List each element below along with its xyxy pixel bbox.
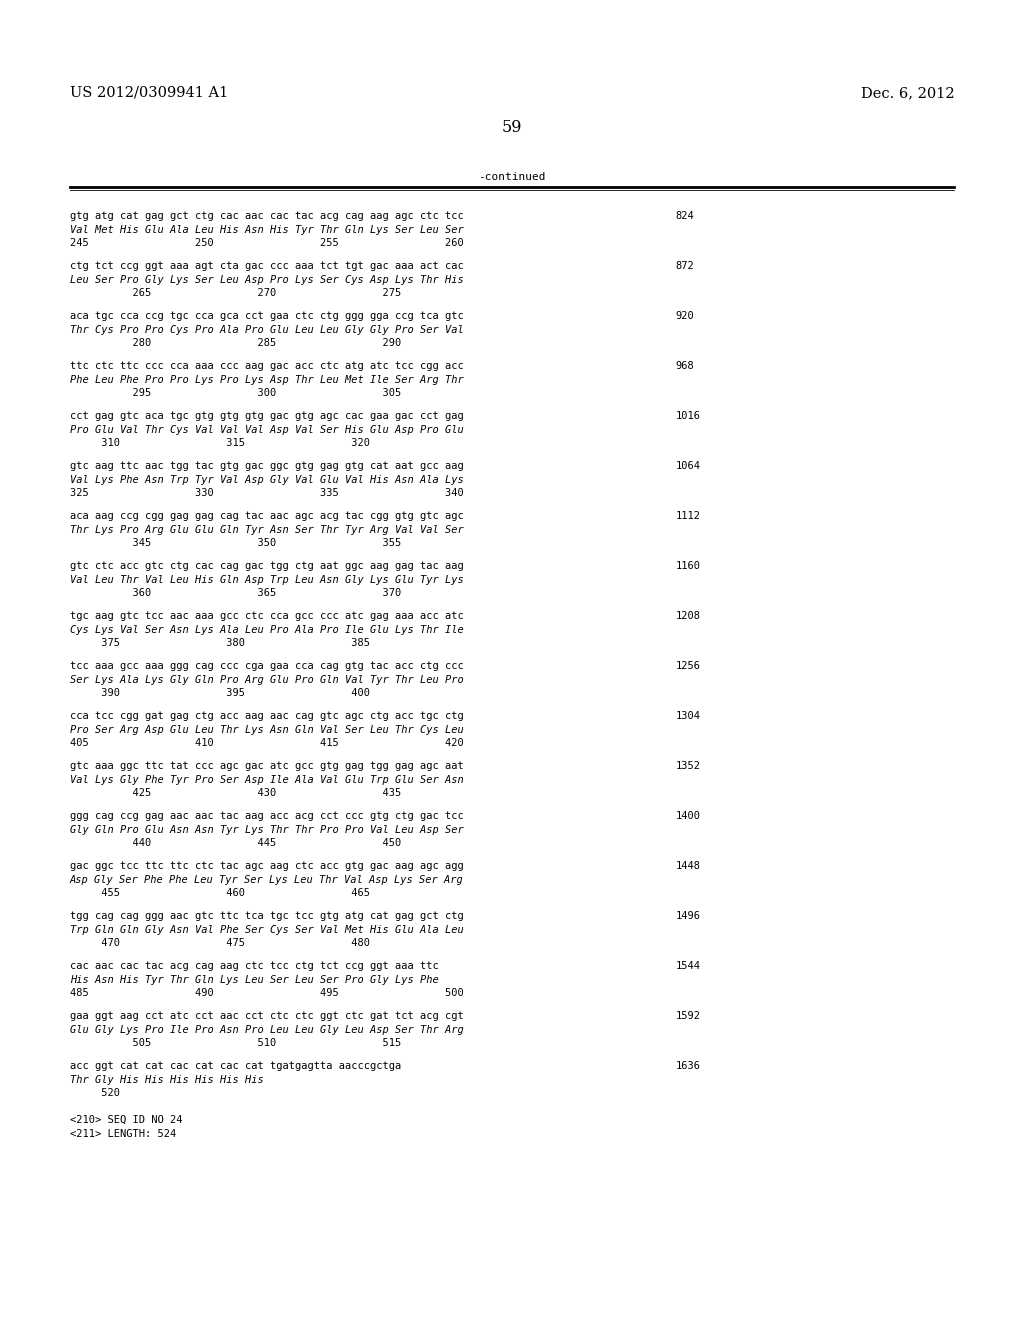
Text: 1400: 1400 xyxy=(676,812,700,821)
Text: <210> SEQ ID NO 24: <210> SEQ ID NO 24 xyxy=(70,1115,182,1125)
Text: 1016: 1016 xyxy=(676,412,700,421)
Text: 390                 395                 400: 390 395 400 xyxy=(70,688,370,698)
Text: Gly Gln Pro Glu Asn Asn Tyr Lys Thr Thr Pro Pro Val Leu Asp Ser: Gly Gln Pro Glu Asn Asn Tyr Lys Thr Thr … xyxy=(70,825,464,834)
Text: tcc aaa gcc aaa ggg cag ccc cga gaa cca cag gtg tac acc ctg ccc: tcc aaa gcc aaa ggg cag ccc cga gaa cca … xyxy=(70,661,464,671)
Text: 520: 520 xyxy=(70,1088,120,1098)
Text: 425                 430                 435: 425 430 435 xyxy=(70,788,400,799)
Text: Pro Ser Arg Asp Glu Leu Thr Lys Asn Gln Val Ser Leu Thr Cys Leu: Pro Ser Arg Asp Glu Leu Thr Lys Asn Gln … xyxy=(70,725,464,735)
Text: Trp Gln Gln Gly Asn Val Phe Ser Cys Ser Val Met His Glu Ala Leu: Trp Gln Gln Gly Asn Val Phe Ser Cys Ser … xyxy=(70,925,464,935)
Text: 1636: 1636 xyxy=(676,1061,700,1072)
Text: 325                 330                 335                 340: 325 330 335 340 xyxy=(70,488,464,498)
Text: 345                 350                 355: 345 350 355 xyxy=(70,539,400,548)
Text: Pro Glu Val Thr Cys Val Val Val Asp Val Ser His Glu Asp Pro Glu: Pro Glu Val Thr Cys Val Val Val Asp Val … xyxy=(70,425,464,434)
Text: gtc aaa ggc ttc tat ccc agc gac atc gcc gtg gag tgg gag agc aat: gtc aaa ggc ttc tat ccc agc gac atc gcc … xyxy=(70,762,464,771)
Text: -continued: -continued xyxy=(478,172,546,182)
Text: Ser Lys Ala Lys Gly Gln Pro Arg Glu Pro Gln Val Tyr Thr Leu Pro: Ser Lys Ala Lys Gly Gln Pro Arg Glu Pro … xyxy=(70,675,464,685)
Text: 1064: 1064 xyxy=(676,461,700,471)
Text: gaa ggt aag cct atc cct aac cct ctc ctc ggt ctc gat tct acg cgt: gaa ggt aag cct atc cct aac cct ctc ctc … xyxy=(70,1011,464,1022)
Text: 505                 510                 515: 505 510 515 xyxy=(70,1039,400,1048)
Text: tgc aag gtc tcc aac aaa gcc ctc cca gcc ccc atc gag aaa acc atc: tgc aag gtc tcc aac aaa gcc ctc cca gcc … xyxy=(70,611,464,622)
Text: ttc ctc ttc ccc cca aaa ccc aag gac acc ctc atg atc tcc cgg acc: ttc ctc ttc ccc cca aaa ccc aag gac acc … xyxy=(70,362,464,371)
Text: 1544: 1544 xyxy=(676,961,700,972)
Text: 824: 824 xyxy=(676,211,694,222)
Text: 455                 460                 465: 455 460 465 xyxy=(70,888,370,898)
Text: 1304: 1304 xyxy=(676,711,700,721)
Text: His Asn His Tyr Thr Gln Lys Leu Ser Leu Ser Pro Gly Lys Phe: His Asn His Tyr Thr Gln Lys Leu Ser Leu … xyxy=(70,974,438,985)
Text: Val Met His Glu Ala Leu His Asn His Tyr Thr Gln Lys Ser Leu Ser: Val Met His Glu Ala Leu His Asn His Tyr … xyxy=(70,224,464,235)
Text: <211> LENGTH: 524: <211> LENGTH: 524 xyxy=(70,1129,176,1139)
Text: 1352: 1352 xyxy=(676,762,700,771)
Text: Leu Ser Pro Gly Lys Ser Leu Asp Pro Lys Ser Cys Asp Lys Thr His: Leu Ser Pro Gly Lys Ser Leu Asp Pro Lys … xyxy=(70,275,464,285)
Text: Thr Lys Pro Arg Glu Glu Gln Tyr Asn Ser Thr Tyr Arg Val Val Ser: Thr Lys Pro Arg Glu Glu Gln Tyr Asn Ser … xyxy=(70,525,464,535)
Text: 375                 380                 385: 375 380 385 xyxy=(70,638,370,648)
Text: ggg cag ccg gag aac aac tac aag acc acg cct ccc gtg ctg gac tcc: ggg cag ccg gag aac aac tac aag acc acg … xyxy=(70,812,464,821)
Text: cac aac cac tac acg cag aag ctc tcc ctg tct ccg ggt aaa ttc: cac aac cac tac acg cag aag ctc tcc ctg … xyxy=(70,961,438,972)
Text: ctg tct ccg ggt aaa agt cta gac ccc aaa tct tgt gac aaa act cac: ctg tct ccg ggt aaa agt cta gac ccc aaa … xyxy=(70,261,464,271)
Text: 295                 300                 305: 295 300 305 xyxy=(70,388,400,399)
Text: Thr Gly His His His His His His: Thr Gly His His His His His His xyxy=(70,1074,263,1085)
Text: gac ggc tcc ttc ttc ctc tac agc aag ctc acc gtg gac aag agc agg: gac ggc tcc ttc ttc ctc tac agc aag ctc … xyxy=(70,861,464,871)
Text: tgg cag cag ggg aac gtc ttc tca tgc tcc gtg atg cat gag gct ctg: tgg cag cag ggg aac gtc ttc tca tgc tcc … xyxy=(70,911,464,921)
Text: 968: 968 xyxy=(676,362,694,371)
Text: Asp Gly Ser Phe Phe Leu Tyr Ser Lys Leu Thr Val Asp Lys Ser Arg: Asp Gly Ser Phe Phe Leu Tyr Ser Lys Leu … xyxy=(70,875,464,884)
Text: 920: 920 xyxy=(676,312,694,321)
Text: Val Lys Phe Asn Trp Tyr Val Asp Gly Val Glu Val His Asn Ala Lys: Val Lys Phe Asn Trp Tyr Val Asp Gly Val … xyxy=(70,475,464,484)
Text: US 2012/0309941 A1: US 2012/0309941 A1 xyxy=(70,86,228,100)
Text: 245                 250                 255                 260: 245 250 255 260 xyxy=(70,238,464,248)
Text: Val Leu Thr Val Leu His Gln Asp Trp Leu Asn Gly Lys Glu Tyr Lys: Val Leu Thr Val Leu His Gln Asp Trp Leu … xyxy=(70,574,464,585)
Text: 470                 475                 480: 470 475 480 xyxy=(70,939,370,948)
Text: 59: 59 xyxy=(502,119,522,136)
Text: 1160: 1160 xyxy=(676,561,700,572)
Text: 1208: 1208 xyxy=(676,611,700,622)
Text: gtc aag ttc aac tgg tac gtg gac ggc gtg gag gtg cat aat gcc aag: gtc aag ttc aac tgg tac gtg gac ggc gtg … xyxy=(70,461,464,471)
Text: cct gag gtc aca tgc gtg gtg gtg gac gtg agc cac gaa gac cct gag: cct gag gtc aca tgc gtg gtg gtg gac gtg … xyxy=(70,412,464,421)
Text: Dec. 6, 2012: Dec. 6, 2012 xyxy=(861,86,954,100)
Text: 485                 490                 495                 500: 485 490 495 500 xyxy=(70,989,464,998)
Text: Val Lys Gly Phe Tyr Pro Ser Asp Ile Ala Val Glu Trp Glu Ser Asn: Val Lys Gly Phe Tyr Pro Ser Asp Ile Ala … xyxy=(70,775,464,784)
Text: aca tgc cca ccg tgc cca gca cct gaa ctc ctg ggg gga ccg tca gtc: aca tgc cca ccg tgc cca gca cct gaa ctc … xyxy=(70,312,464,321)
Text: 1592: 1592 xyxy=(676,1011,700,1022)
Text: Cys Lys Val Ser Asn Lys Ala Leu Pro Ala Pro Ile Glu Lys Thr Ile: Cys Lys Val Ser Asn Lys Ala Leu Pro Ala … xyxy=(70,624,464,635)
Text: acc ggt cat cat cac cat cac cat tgatgagtta aacccgctga: acc ggt cat cat cac cat cac cat tgatgagt… xyxy=(70,1061,400,1072)
Text: 1496: 1496 xyxy=(676,911,700,921)
Text: 405                 410                 415                 420: 405 410 415 420 xyxy=(70,738,464,748)
Text: aca aag ccg cgg gag gag cag tac aac agc acg tac cgg gtg gtc agc: aca aag ccg cgg gag gag cag tac aac agc … xyxy=(70,511,464,521)
Text: 360                 365                 370: 360 365 370 xyxy=(70,589,400,598)
Text: 440                 445                 450: 440 445 450 xyxy=(70,838,400,849)
Text: 1256: 1256 xyxy=(676,661,700,671)
Text: 310                 315                 320: 310 315 320 xyxy=(70,438,370,449)
Text: Phe Leu Phe Pro Pro Lys Pro Lys Asp Thr Leu Met Ile Ser Arg Thr: Phe Leu Phe Pro Pro Lys Pro Lys Asp Thr … xyxy=(70,375,464,384)
Text: 1112: 1112 xyxy=(676,511,700,521)
Text: Thr Cys Pro Pro Cys Pro Ala Pro Glu Leu Leu Gly Gly Pro Ser Val: Thr Cys Pro Pro Cys Pro Ala Pro Glu Leu … xyxy=(70,325,464,335)
Text: Glu Gly Lys Pro Ile Pro Asn Pro Leu Leu Gly Leu Asp Ser Thr Arg: Glu Gly Lys Pro Ile Pro Asn Pro Leu Leu … xyxy=(70,1024,464,1035)
Text: cca tcc cgg gat gag ctg acc aag aac cag gtc agc ctg acc tgc ctg: cca tcc cgg gat gag ctg acc aag aac cag … xyxy=(70,711,464,721)
Text: 280                 285                 290: 280 285 290 xyxy=(70,338,400,348)
Text: gtc ctc acc gtc ctg cac cag gac tgg ctg aat ggc aag gag tac aag: gtc ctc acc gtc ctg cac cag gac tgg ctg … xyxy=(70,561,464,572)
Text: gtg atg cat gag gct ctg cac aac cac tac acg cag aag agc ctc tcc: gtg atg cat gag gct ctg cac aac cac tac … xyxy=(70,211,464,222)
Text: 265                 270                 275: 265 270 275 xyxy=(70,288,400,298)
Text: 1448: 1448 xyxy=(676,861,700,871)
Text: 872: 872 xyxy=(676,261,694,271)
